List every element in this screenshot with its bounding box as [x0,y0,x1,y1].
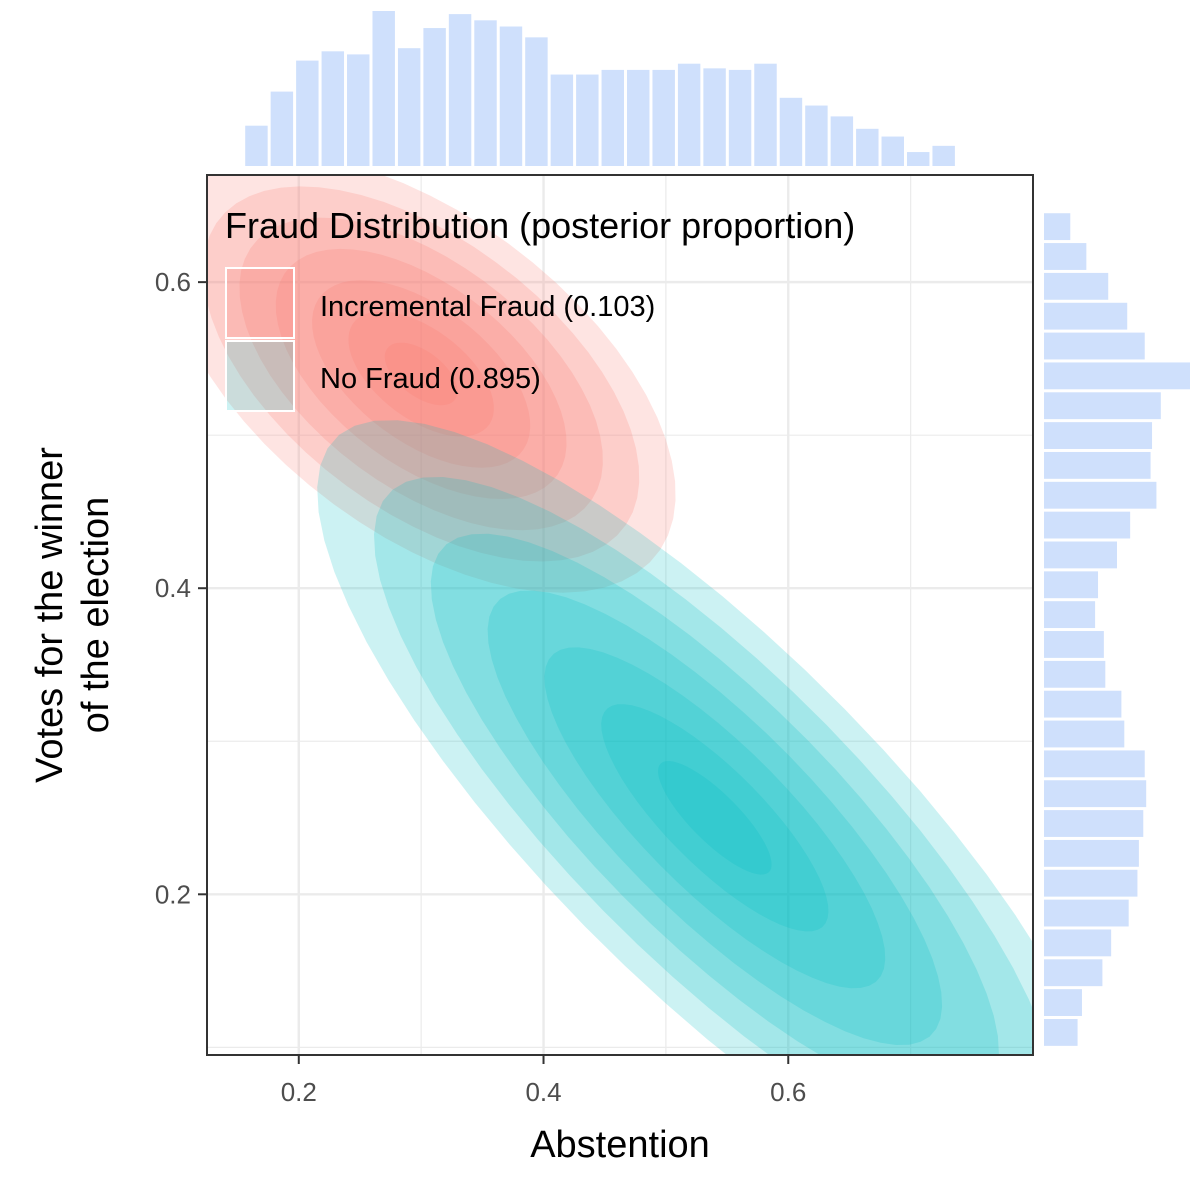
top-histogram-bar [830,116,854,166]
top-histogram-bar [499,26,523,166]
right-histogram-bar [1044,929,1112,957]
legend: Fraud Distribution (posterior proportion… [225,205,855,412]
top-histogram-bar [245,125,268,166]
y-tick-label: 0.4 [155,573,191,603]
y-tick-label: 0.6 [155,267,191,297]
right-histogram-bar [1044,511,1131,539]
top-histogram-bar [372,11,395,166]
legend-key-incremental-fraud [225,267,295,339]
density-contour-level [275,248,567,499]
y-axis-title-line1: Votes for the winner [29,447,71,783]
right-histogram-bar [1044,362,1190,390]
right-histogram-bar [1044,392,1161,420]
top-histogram-bar [423,28,446,166]
right-histogram-bar [1044,631,1104,658]
right-histogram-bar [1044,481,1157,509]
density-contour-level [544,647,886,989]
axes: 0.2 0.4 0.6 0.2 0.4 0.6 [155,267,806,1107]
right-histogram-bar [1044,660,1106,688]
density-contour-level [487,590,943,1045]
legend-key-no-fraud [225,340,295,412]
top-histogram-bar [703,68,726,166]
right-histogram-bar [1044,601,1096,629]
right-histogram-bar [1044,750,1145,778]
legend-label-no-fraud: No Fraud (0.895) [320,363,541,395]
density-contour-level [601,704,829,932]
density-contour-level [239,217,603,531]
fraud-density [207,175,676,593]
right-histogram-bar [1044,810,1144,837]
top-histogram-bar [652,69,675,166]
top-histogram-bar [856,128,879,166]
right-marginal-histogram [1044,213,1190,1046]
x-axis-title: Abstention [530,1124,710,1166]
right-histogram-bar [1044,1019,1078,1046]
top-histogram-bar [932,145,955,166]
density-contour-level [374,477,1033,1055]
density-contour-level [348,311,494,437]
right-histogram-bar [1044,332,1145,360]
legend-title: Fraud Distribution (posterior proportion… [225,205,855,246]
grid-lines [207,175,1033,1055]
top-histogram-bar [474,20,497,166]
top-histogram-bar [677,63,701,167]
top-histogram-bar [881,136,904,166]
right-histogram-bar [1044,989,1082,1017]
top-histogram-bar [728,69,752,166]
right-histogram-bar [1044,243,1087,270]
right-histogram-bar [1044,213,1071,241]
top-histogram-bar [779,97,803,166]
right-histogram-bar [1044,959,1103,987]
density-contour-level [430,533,999,1055]
top-histogram-bar [754,63,777,167]
right-histogram-bar [1044,839,1139,867]
density-contour-level [384,342,458,406]
x-tick-label: 0.4 [525,1077,561,1107]
top-histogram-bar [448,14,472,166]
no-fraud-density [317,420,1033,1055]
right-histogram-bar [1044,869,1138,897]
top-histogram-bar [270,91,294,166]
right-histogram-bar [1044,302,1128,330]
top-histogram-bar [397,48,421,167]
right-histogram-bar [1044,571,1099,599]
right-histogram-bar [1044,780,1147,808]
top-histogram-bar [347,54,370,166]
right-histogram-bar [1044,422,1153,449]
right-histogram-bar [1044,720,1125,748]
plot-panel [207,175,1033,1055]
panel-border [206,174,1034,1056]
legend-label-incremental-fraud: Incremental Fraud (0.103) [320,291,655,323]
density-contour-level [312,280,531,468]
x-tick-label: 0.2 [281,1077,317,1107]
right-histogram-bar [1044,690,1122,718]
top-marginal-histogram [245,11,955,167]
top-histogram-bar [296,60,319,166]
right-histogram-bar [1044,541,1117,569]
top-histogram-bar [550,74,574,166]
density-contour-level [658,761,772,875]
y-tick-label: 0.2 [155,879,191,909]
right-histogram-bar [1044,899,1129,927]
top-histogram-bar [627,69,650,166]
y-axis-title-line2: of the election [75,497,117,734]
top-histogram-bar [525,37,548,166]
top-histogram-bar [906,152,930,166]
density-contour-level [317,420,1033,1055]
right-histogram-bar [1044,451,1151,479]
top-histogram-bar [576,74,599,166]
right-histogram-bar [1044,272,1109,300]
density-contour-level [207,186,640,562]
top-histogram-bar [601,69,625,166]
x-tick-label: 0.6 [770,1077,806,1107]
top-histogram-bar [321,51,345,166]
density-contour-level [207,175,676,593]
density-contours [207,175,1033,1055]
top-histogram-bar [805,105,828,166]
